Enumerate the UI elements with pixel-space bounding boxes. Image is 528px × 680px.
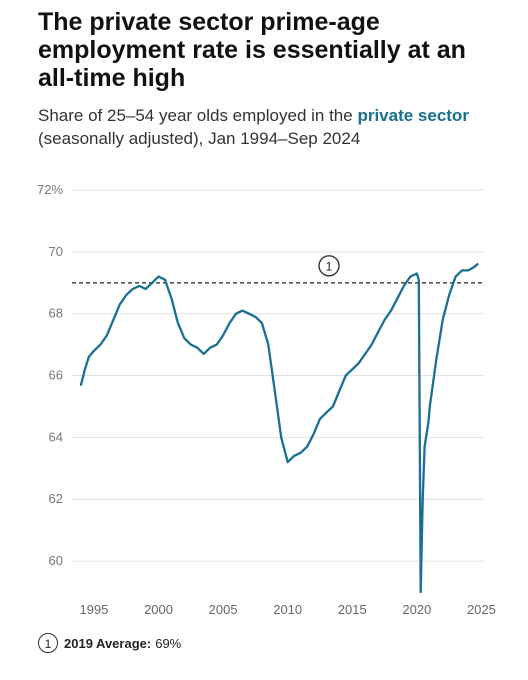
grid xyxy=(72,189,484,562)
footnote-label: 2019 Average: xyxy=(64,635,152,651)
x-tick-label: 2010 xyxy=(273,602,302,617)
footnote-marker: 1 xyxy=(38,633,58,653)
line-chart: 1 60 62 64 66 68 70 72% 1995 2000 2005 2010 2015 20… xyxy=(37,182,496,617)
x-tick-label: 2015 xyxy=(338,602,367,617)
subtitle-text: Share of 25–54 year olds employed in the xyxy=(38,106,358,125)
y-tick-label: 60 xyxy=(49,553,63,568)
subtitle-text-end: (seasonally adjusted), Jan 1994–Sep 2024 xyxy=(38,129,361,148)
y-tick-label: 72% xyxy=(37,182,63,197)
annotation-marker xyxy=(318,255,340,277)
y-tick-label: 66 xyxy=(49,368,63,383)
x-tick-label: 1995 xyxy=(79,602,108,617)
annotation-marker-label: 1 xyxy=(326,259,333,273)
subtitle-highlight: private sector xyxy=(357,106,469,125)
y-axis: 60 62 64 66 68 70 72% xyxy=(37,182,63,568)
x-axis: 1995 2000 2005 2010 2015 2020 2025 xyxy=(79,602,495,617)
chart-title: The private sector prime-age employment … xyxy=(38,8,466,92)
y-tick-label: 64 xyxy=(49,429,63,444)
x-tick-label: 2020 xyxy=(402,602,431,617)
y-tick-label: 70 xyxy=(49,244,63,259)
x-tick-label: 2005 xyxy=(209,602,238,617)
series-line xyxy=(79,263,479,594)
footnote: 1 2019 Average: 69% xyxy=(38,633,181,653)
x-tick-label: 2000 xyxy=(144,602,173,617)
y-tick-label: 68 xyxy=(49,306,63,321)
reference-line-group: 1 xyxy=(72,255,484,284)
chart-subtitle: Share of 25–54 year olds employed in the… xyxy=(38,104,508,150)
x-tick-label: 2025 xyxy=(467,602,496,617)
footnote-value: 69% xyxy=(155,635,182,651)
series-group xyxy=(79,263,479,594)
y-tick-label: 62 xyxy=(49,491,63,506)
